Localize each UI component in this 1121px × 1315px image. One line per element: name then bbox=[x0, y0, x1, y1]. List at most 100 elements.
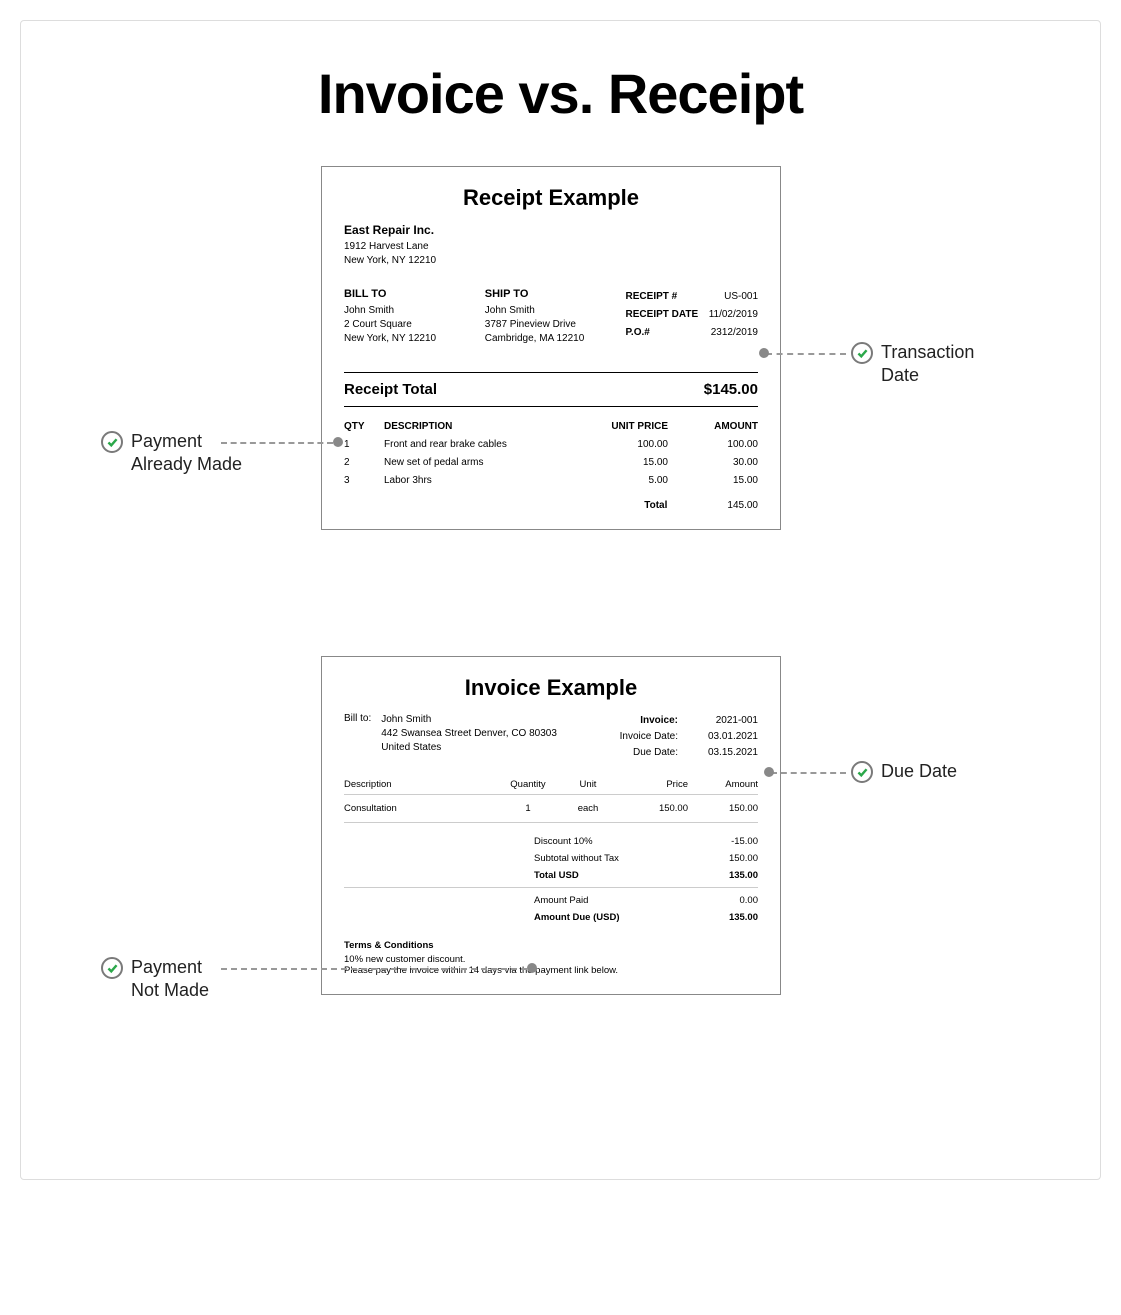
item-qty: 2 bbox=[344, 457, 384, 468]
receipt-title: Receipt Example bbox=[344, 185, 758, 211]
check-icon bbox=[851, 342, 873, 364]
receipt-num: US-001 bbox=[724, 288, 758, 306]
connector-dash bbox=[221, 968, 527, 970]
inv-bill-addr2: United States bbox=[381, 741, 557, 755]
ihdr-amt: Amount bbox=[688, 779, 758, 790]
ihdr-desc: Description bbox=[344, 779, 498, 790]
bill-to-name: John Smith bbox=[344, 304, 476, 318]
inv-bill-label: Bill to: bbox=[344, 713, 371, 761]
company-addr2: New York, NY 12210 bbox=[344, 254, 758, 268]
bill-to-addr2: New York, NY 12210 bbox=[344, 332, 476, 346]
hdr-desc: DESCRIPTION bbox=[384, 421, 578, 432]
items-total-label: Total bbox=[644, 500, 667, 511]
invoice-header: Bill to: John Smith 442 Swansea Street D… bbox=[344, 713, 758, 761]
item-desc: New set of pedal arms bbox=[384, 457, 578, 468]
bill-to-addr1: 2 Court Square bbox=[344, 318, 476, 332]
po-label: P.O.# bbox=[626, 324, 650, 342]
item-qty: 3 bbox=[344, 475, 384, 486]
subtotal-val: 150.00 bbox=[688, 853, 758, 864]
hdr-amt: AMOUNT bbox=[668, 421, 758, 432]
item-qty: 1 bbox=[344, 439, 384, 450]
subtotal-label: Subtotal without Tax bbox=[344, 853, 688, 864]
terms-line2: Please pay the invoice within 14 days vi… bbox=[344, 965, 758, 976]
iitem-amt: 150.00 bbox=[688, 803, 758, 814]
inv-date-label: Invoice Date: bbox=[598, 729, 678, 745]
ihdr-unit: Unit bbox=[558, 779, 618, 790]
ihdr-price: Price bbox=[618, 779, 688, 790]
company-addr1: 1912 Harvest Lane bbox=[344, 240, 758, 254]
terms-section: Terms & Conditions 10% new customer disc… bbox=[344, 940, 758, 976]
receipt-items-total: Total 145.00 bbox=[344, 500, 758, 511]
page-title: Invoice vs. Receipt bbox=[41, 61, 1080, 126]
amount-due-val: 135.00 bbox=[688, 912, 758, 923]
iitem-unit: each bbox=[558, 803, 618, 814]
paid-label: Amount Paid bbox=[344, 895, 688, 906]
invoice-bill-to: Bill to: John Smith 442 Swansea Street D… bbox=[344, 713, 557, 761]
receipt-date-label: RECEIPT DATE bbox=[626, 306, 699, 324]
inv-date: 03.01.2021 bbox=[698, 729, 758, 745]
paid-val: 0.00 bbox=[688, 895, 758, 906]
callout-text: TransactionDate bbox=[881, 341, 974, 386]
receipt-items-header: QTY DESCRIPTION UNIT PRICE AMOUNT bbox=[344, 421, 758, 432]
connector-dash bbox=[771, 772, 846, 774]
total-label: Total USD bbox=[344, 870, 688, 881]
receipt-doc: Receipt Example East Repair Inc. 1912 Ha… bbox=[321, 166, 781, 530]
callout-due-date: Due Date bbox=[851, 760, 957, 783]
address-row: BILL TO John Smith 2 Court Square New Yo… bbox=[344, 288, 758, 346]
hdr-qty: QTY bbox=[344, 421, 384, 432]
hdr-unit: UNIT PRICE bbox=[578, 421, 668, 432]
receipt-num-label: RECEIPT # bbox=[626, 288, 678, 306]
iitem-desc: Consultation bbox=[344, 803, 498, 814]
callout-text: PaymentNot Made bbox=[131, 956, 209, 1001]
ship-to-addr2: Cambridge, MA 12210 bbox=[485, 332, 617, 346]
ihdr-qty: Quantity bbox=[498, 779, 558, 790]
item-unit: 5.00 bbox=[578, 475, 668, 486]
invoice-item-row: Consultation 1 each 150.00 150.00 bbox=[344, 795, 758, 823]
iitem-qty: 1 bbox=[498, 803, 558, 814]
item-unit: 15.00 bbox=[578, 457, 668, 468]
inv-bill-addr1: 442 Swansea Street Denver, CO 80303 bbox=[381, 727, 557, 741]
receipt-total-row: Receipt Total $145.00 bbox=[344, 372, 758, 407]
receipt-date: 11/02/2019 bbox=[709, 306, 758, 324]
check-icon bbox=[101, 957, 123, 979]
invoice-title: Invoice Example bbox=[344, 675, 758, 701]
item-amt: 15.00 bbox=[668, 475, 758, 486]
item-amt: 100.00 bbox=[668, 439, 758, 450]
bill-to-label: BILL TO bbox=[344, 288, 476, 300]
connector-dot bbox=[764, 767, 774, 777]
invoice-summary: Discount 10%-15.00 Subtotal without Tax1… bbox=[344, 833, 758, 926]
discount-label: Discount 10% bbox=[344, 836, 688, 847]
terms-line1: 10% new customer discount. bbox=[344, 954, 758, 965]
invoice-table-header: Description Quantity Unit Price Amount bbox=[344, 779, 758, 795]
items-total-value: 145.00 bbox=[727, 500, 758, 511]
inv-due: 03.15.2021 bbox=[698, 745, 758, 761]
item-desc: Front and rear brake cables bbox=[384, 439, 578, 450]
item-unit: 100.00 bbox=[578, 439, 668, 450]
connector-dot bbox=[527, 963, 537, 973]
iitem-price: 150.00 bbox=[618, 803, 688, 814]
connector-dash bbox=[221, 442, 333, 444]
callout-transaction-date: TransactionDate bbox=[851, 341, 974, 386]
callout-text: PaymentAlready Made bbox=[131, 430, 242, 475]
ship-to-col: SHIP TO John Smith 3787 Pineview Drive C… bbox=[485, 288, 617, 346]
receipt-meta-col: RECEIPT # US-001 RECEIPT DATE 11/02/2019 P… bbox=[626, 288, 758, 346]
amount-due-label: Amount Due (USD) bbox=[344, 912, 688, 923]
ship-to-label: SHIP TO bbox=[485, 288, 617, 300]
invoice-meta: Invoice:2021-001 Invoice Date:03.01.2021… bbox=[598, 713, 758, 761]
terms-title: Terms & Conditions bbox=[344, 940, 758, 951]
callout-payment-made: PaymentAlready Made bbox=[101, 430, 242, 475]
po-val: 2312/2019 bbox=[711, 324, 758, 342]
receipt-total-label: Receipt Total bbox=[344, 381, 437, 398]
total-val: 135.00 bbox=[688, 870, 758, 881]
callout-payment-not-made: PaymentNot Made bbox=[101, 956, 209, 1001]
connector-dot bbox=[759, 348, 769, 358]
inv-num-label: Invoice: bbox=[598, 713, 678, 729]
item-desc: Labor 3hrs bbox=[384, 475, 578, 486]
receipt-item-row: 3 Labor 3hrs 5.00 15.00 bbox=[344, 475, 758, 486]
receipt-item-row: 1 Front and rear brake cables 100.00 100… bbox=[344, 439, 758, 450]
discount-val: -15.00 bbox=[688, 836, 758, 847]
ship-to-name: John Smith bbox=[485, 304, 617, 318]
receipt-total-value: $145.00 bbox=[704, 381, 758, 398]
company-name: East Repair Inc. bbox=[344, 223, 758, 237]
invoice-doc: Invoice Example Bill to: John Smith 442 … bbox=[321, 656, 781, 995]
